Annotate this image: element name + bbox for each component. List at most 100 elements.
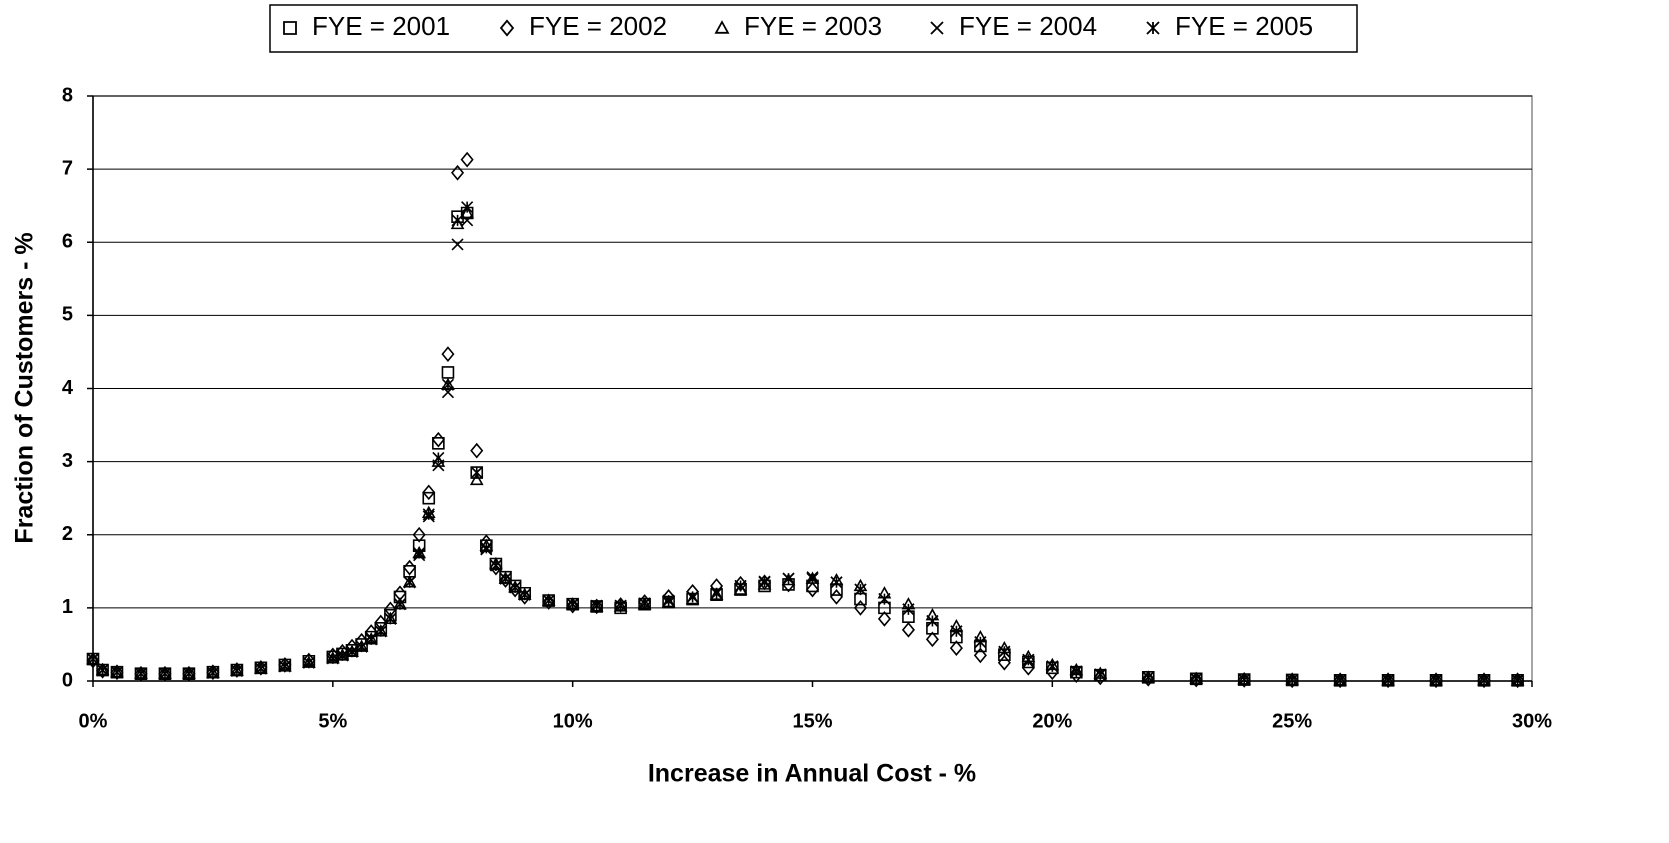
legend-label: FYE = 2004 [959, 11, 1097, 41]
point [412, 526, 426, 543]
point [973, 647, 987, 664]
point [182, 667, 195, 680]
point [326, 652, 339, 665]
y-tick-label: 6 [62, 231, 73, 253]
y-tick-label: 5 [62, 304, 73, 326]
point [451, 214, 464, 227]
point [829, 589, 844, 605]
point [1142, 671, 1155, 684]
point [470, 442, 484, 459]
point [278, 660, 291, 673]
point [1238, 673, 1251, 686]
point [1430, 674, 1443, 687]
point [96, 662, 110, 679]
point [709, 587, 724, 600]
x-tick-label: 30% [1512, 710, 1552, 732]
point [460, 205, 474, 219]
point [96, 663, 109, 677]
point [403, 559, 417, 576]
point [422, 508, 435, 521]
point [1511, 674, 1524, 687]
point [480, 539, 493, 553]
point [302, 656, 315, 669]
point [638, 597, 651, 610]
point [686, 592, 699, 606]
point [403, 576, 416, 589]
point [461, 214, 474, 227]
legend-marker [283, 21, 297, 35]
point [974, 636, 987, 649]
x-tick-label: 20% [1032, 710, 1072, 732]
point [877, 610, 891, 627]
point [542, 594, 556, 610]
point [614, 599, 627, 612]
point [432, 451, 445, 465]
point [413, 546, 426, 560]
point [854, 592, 867, 606]
y-tick-label: 0 [62, 669, 73, 691]
point [431, 431, 445, 448]
y-tick-label: 7 [62, 157, 73, 179]
point [566, 598, 579, 611]
point [451, 210, 464, 223]
point [1022, 653, 1035, 666]
point [878, 601, 891, 615]
y-tick-label: 8 [62, 84, 73, 106]
point [734, 579, 747, 593]
point [566, 597, 580, 614]
point [1046, 660, 1059, 673]
point [384, 612, 397, 625]
point [1070, 665, 1083, 678]
point [1237, 672, 1251, 688]
point [469, 472, 484, 486]
point [854, 583, 867, 596]
point [1333, 672, 1347, 689]
point [1511, 672, 1525, 689]
point [509, 581, 522, 594]
point [499, 572, 512, 585]
point [1477, 674, 1491, 687]
point [1285, 673, 1299, 687]
point [805, 581, 820, 598]
y-tick-label: 2 [62, 523, 73, 545]
point [441, 366, 455, 379]
point [686, 590, 699, 603]
legend-label: FYE = 2001 [312, 11, 450, 41]
x-tick-label: 10% [553, 710, 593, 732]
point [489, 559, 502, 572]
point [158, 667, 172, 680]
x-tick-label: 0% [79, 710, 108, 732]
point [86, 652, 100, 666]
point [950, 625, 963, 638]
x-tick-label: 25% [1272, 710, 1312, 732]
y-axis-title: Fraction of Customers - % [11, 232, 39, 543]
point [926, 614, 939, 628]
point [782, 572, 795, 585]
point [158, 665, 172, 682]
point [489, 557, 503, 571]
point [949, 640, 963, 656]
legend-marker [930, 21, 944, 35]
point [1477, 672, 1491, 689]
point [1190, 672, 1203, 685]
point [662, 595, 675, 609]
point [1334, 674, 1347, 687]
point [460, 151, 474, 168]
point [1069, 667, 1083, 683]
point [441, 346, 455, 362]
y-tick-label: 3 [62, 450, 73, 472]
legend-label: FYE = 2003 [744, 11, 882, 41]
point [182, 665, 196, 682]
point [110, 664, 124, 681]
point [86, 652, 100, 669]
point [1286, 673, 1299, 686]
point [422, 491, 436, 505]
point [422, 484, 436, 501]
point [1285, 672, 1299, 689]
point [480, 541, 493, 554]
point [451, 164, 465, 181]
point [661, 594, 676, 608]
point [781, 572, 796, 586]
